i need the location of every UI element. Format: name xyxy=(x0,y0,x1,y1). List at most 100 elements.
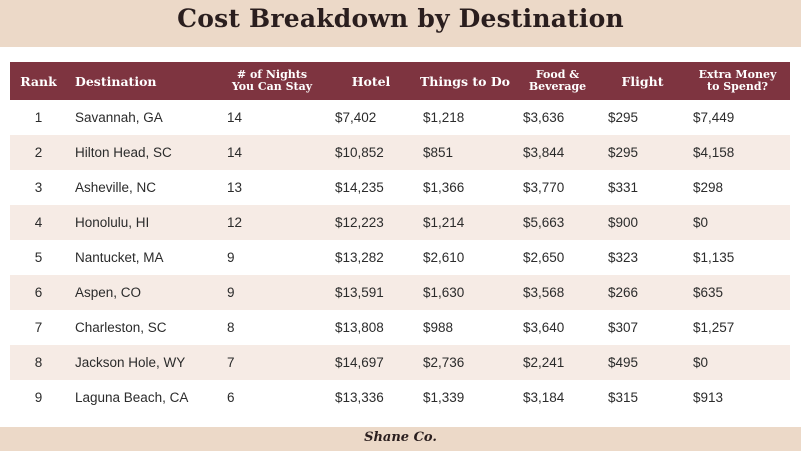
cell-extra-money: $0 xyxy=(693,355,709,370)
column-header-line: Hotel xyxy=(351,73,391,89)
table-row: 8 Jackson Hole, WY 7 $14,697 $2,736 $2,241 $49… xyxy=(10,345,790,380)
cell-food-beverage: $2,241 xyxy=(523,355,565,370)
cell-food-beverage: $3,640 xyxy=(523,320,565,335)
cell-hotel: $14,235 xyxy=(335,180,384,195)
cell-extra-money: $1,135 xyxy=(693,250,735,265)
table-row: 9 Laguna Beach, CA 6 $13,336 $1,339 $3,184 $31… xyxy=(10,380,790,415)
column-header-rank: Rank xyxy=(10,62,67,100)
cell-destination: Charleston, SC xyxy=(75,320,167,335)
column-header-destination: Destination xyxy=(67,62,217,100)
cell-rank: 2 xyxy=(34,145,43,160)
cell-flight: $295 xyxy=(608,110,639,125)
cell-things-to-do: $1,214 xyxy=(423,215,465,230)
cell-hotel: $10,852 xyxy=(335,145,384,160)
cell-destination: Savannah, GA xyxy=(75,110,163,125)
brand-logo: Shane Co. xyxy=(364,430,437,445)
cell-hotel: $13,808 xyxy=(335,320,384,335)
cell-flight: $315 xyxy=(608,390,639,405)
column-header-line: to Spend? xyxy=(706,80,768,93)
cell-flight: $495 xyxy=(608,355,639,370)
cell-rank: 8 xyxy=(34,355,43,370)
cell-flight: $900 xyxy=(608,215,639,230)
cell-things-to-do: $1,366 xyxy=(423,180,465,195)
table-row: 2 Hilton Head, SC 14 $10,852 $851 $3,844 $295 $… xyxy=(10,135,790,170)
table-body: 1 Savannah, GA 14 $7,402 $1,218 $3,636 $295 $7,… xyxy=(10,100,790,415)
cell-food-beverage: $3,844 xyxy=(523,145,565,160)
column-header-hotel: Hotel xyxy=(327,62,415,100)
table-row: 5 Nantucket, MA 9 $13,282 $2,610 $2,650 $323 $1… xyxy=(10,240,790,275)
cell-things-to-do: $2,610 xyxy=(423,250,465,265)
chart-title: Cost Breakdown by Destination xyxy=(177,4,624,33)
cell-nights: 9 xyxy=(227,250,235,265)
cell-nights: 14 xyxy=(227,110,243,125)
cell-food-beverage: $3,770 xyxy=(523,180,565,195)
cell-things-to-do: $988 xyxy=(423,320,454,335)
cell-nights: 8 xyxy=(227,320,235,335)
column-header-extra-money: Extra Money to Spend? xyxy=(685,62,790,100)
column-header-nights: # of Nights You Can Stay xyxy=(217,62,327,100)
table-row: 4 Honolulu, HI 12 $12,223 $1,214 $5,663 $900 $0 xyxy=(10,205,790,240)
cell-extra-money: $7,449 xyxy=(693,110,735,125)
cell-destination: Honolulu, HI xyxy=(75,215,150,230)
cell-things-to-do: $2,736 xyxy=(423,355,465,370)
cell-things-to-do: $1,218 xyxy=(423,110,465,125)
table-row: 7 Charleston, SC 8 $13,808 $988 $3,640 $307 $1,… xyxy=(10,310,790,345)
cell-things-to-do: $1,339 xyxy=(423,390,465,405)
column-header-line: Beverage xyxy=(528,80,587,93)
cell-hotel: $12,223 xyxy=(335,215,384,230)
cell-destination: Asheville, NC xyxy=(75,180,157,195)
column-header-line: Destination xyxy=(75,73,157,89)
header-row: Rank Destination # of Nights You Can Stay Ho… xyxy=(10,62,790,100)
cell-rank: 3 xyxy=(34,180,43,195)
footer-band xyxy=(0,427,801,451)
cell-rank: 1 xyxy=(34,110,43,125)
cell-destination: Jackson Hole, WY xyxy=(75,355,186,370)
cell-hotel: $14,697 xyxy=(335,355,384,370)
column-header-food-beverage: Food & Beverage xyxy=(515,62,600,100)
cell-extra-money: $1,257 xyxy=(693,320,735,335)
column-header-line: Things to Do xyxy=(420,73,510,89)
column-header-line: You Can Stay xyxy=(231,80,313,93)
cell-rank: 4 xyxy=(34,215,43,230)
cell-things-to-do: $851 xyxy=(423,145,454,160)
table-row: 6 Aspen, CO 9 $13,591 $1,630 $3,568 $266 $635 xyxy=(10,275,790,310)
title-band xyxy=(0,0,801,47)
cell-nights: 7 xyxy=(227,355,235,370)
cell-food-beverage: $5,663 xyxy=(523,215,565,230)
cell-hotel: $7,402 xyxy=(335,110,377,125)
cell-hotel: $13,591 xyxy=(335,285,384,300)
cell-extra-money: $0 xyxy=(693,215,709,230)
cost-table: Rank Destination # of Nights You Can Stay Ho… xyxy=(10,62,790,415)
cell-nights: 12 xyxy=(227,215,243,230)
cell-flight: $266 xyxy=(608,285,639,300)
cell-nights: 9 xyxy=(227,285,235,300)
cell-destination: Aspen, CO xyxy=(75,285,142,300)
column-header-flight: Flight xyxy=(600,62,685,100)
cell-nights: 14 xyxy=(227,145,243,160)
table-row: 3 Asheville, NC 13 $14,235 $1,366 $3,770 $331 $… xyxy=(10,170,790,205)
cell-extra-money: $298 xyxy=(693,180,724,195)
cell-destination: Hilton Head, SC xyxy=(75,145,172,160)
cell-flight: $295 xyxy=(608,145,639,160)
cell-things-to-do: $1,630 xyxy=(423,285,465,300)
cell-extra-money: $4,158 xyxy=(693,145,735,160)
cell-flight: $323 xyxy=(608,250,639,265)
column-header-line: Flight xyxy=(621,73,664,89)
cell-hotel: $13,282 xyxy=(335,250,384,265)
column-header-things-to-do: Things to Do xyxy=(415,62,515,100)
column-header-line: # of Nights xyxy=(236,68,308,81)
cell-flight: $331 xyxy=(608,180,639,195)
column-header-line: Extra Money xyxy=(698,68,777,81)
cell-food-beverage: $2,650 xyxy=(523,250,565,265)
cell-extra-money: $913 xyxy=(693,390,724,405)
cell-nights: 6 xyxy=(227,390,235,405)
cell-food-beverage: $3,568 xyxy=(523,285,565,300)
cell-rank: 5 xyxy=(34,250,43,265)
column-header-line: Rank xyxy=(20,73,57,89)
cell-destination: Laguna Beach, CA xyxy=(75,390,189,405)
cell-rank: 7 xyxy=(34,320,43,335)
cell-extra-money: $635 xyxy=(693,285,724,300)
cell-rank: 6 xyxy=(34,285,43,300)
column-header-line: Food & xyxy=(535,68,580,81)
cell-flight: $307 xyxy=(608,320,639,335)
